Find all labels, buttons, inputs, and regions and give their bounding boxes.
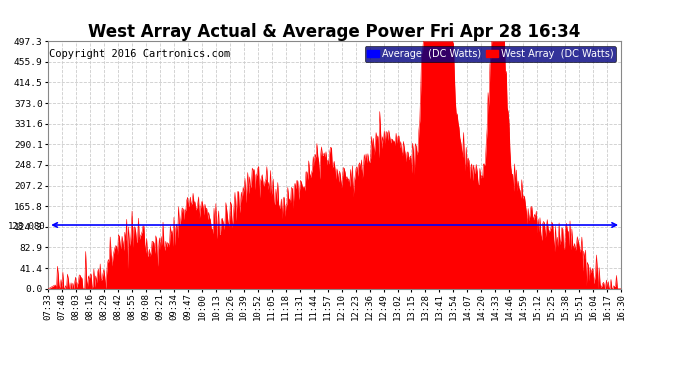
Title: West Array Actual & Average Power Fri Apr 28 16:34: West Array Actual & Average Power Fri Ap…	[88, 23, 581, 41]
Legend: Average  (DC Watts), West Array  (DC Watts): Average (DC Watts), West Array (DC Watts…	[364, 46, 616, 62]
Text: Copyright 2016 Cartronics.com: Copyright 2016 Cartronics.com	[50, 49, 230, 58]
